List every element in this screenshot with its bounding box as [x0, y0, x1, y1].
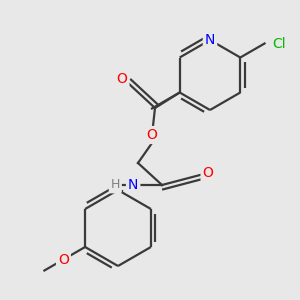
- Text: O: O: [117, 72, 128, 86]
- Text: O: O: [147, 128, 158, 142]
- Text: Cl: Cl: [273, 37, 286, 50]
- Text: O: O: [202, 166, 213, 180]
- Text: N: N: [128, 178, 138, 192]
- Text: N: N: [205, 33, 215, 47]
- Text: O: O: [58, 253, 69, 266]
- Text: H: H: [111, 178, 120, 191]
